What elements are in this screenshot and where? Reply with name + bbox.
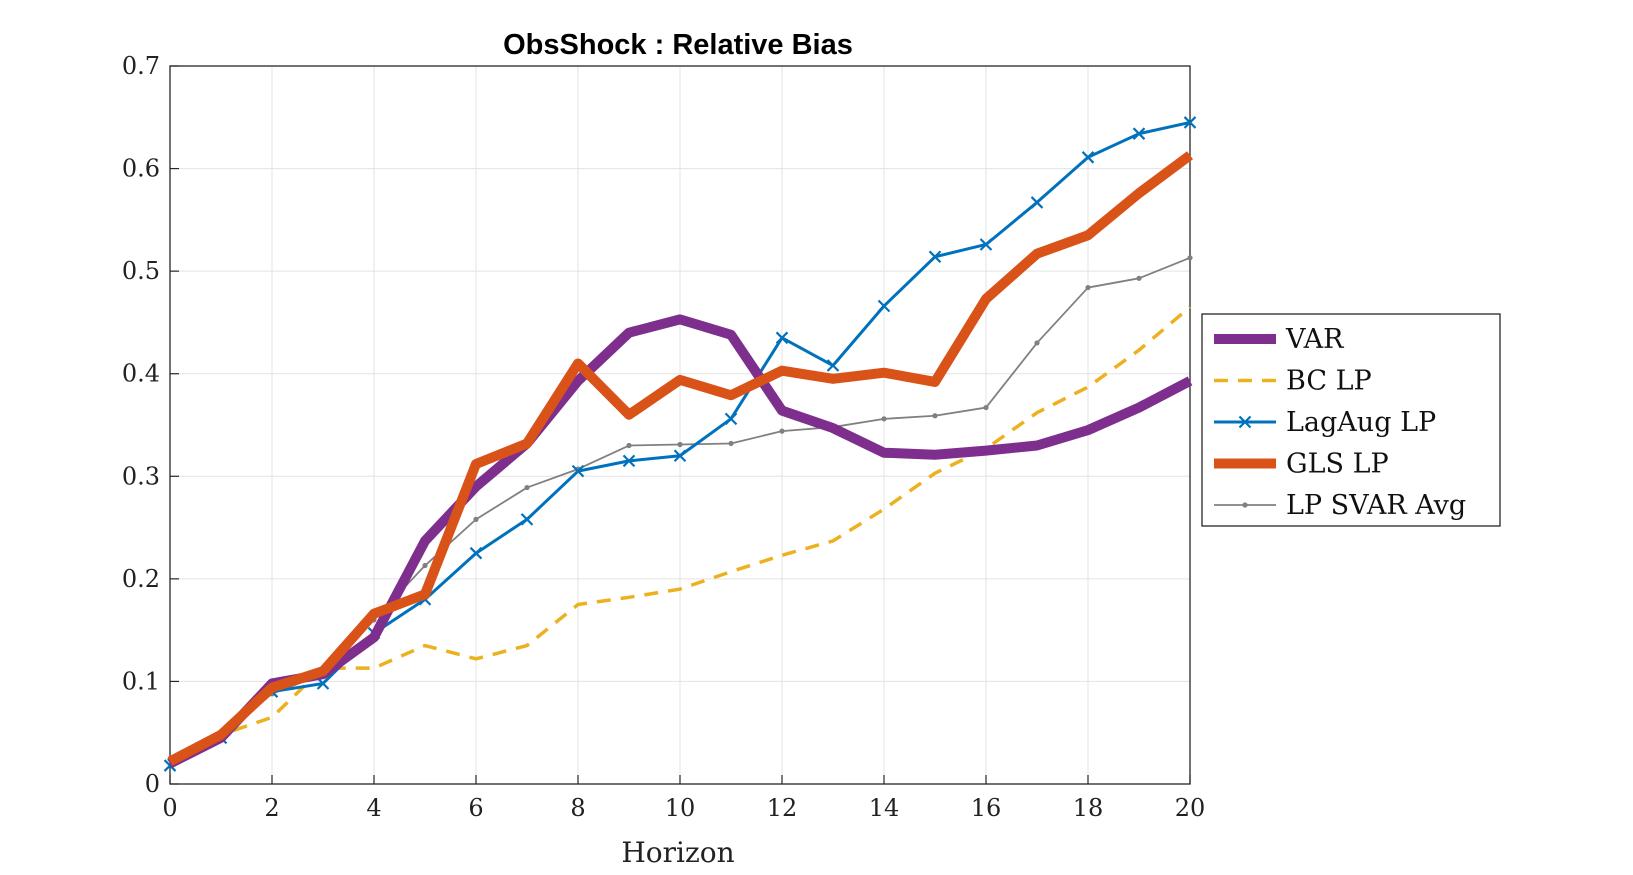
legend-label: VAR	[1285, 324, 1344, 355]
y-tick-label: 0	[145, 770, 160, 798]
series-line-gls-lp	[167, 151, 1193, 766]
legend-entry-var: VAR	[1214, 324, 1344, 355]
y-tick-label: 0.3	[122, 462, 160, 490]
data-point	[1030, 196, 1044, 209]
data-point	[1034, 340, 1040, 346]
x-tick-label: 12	[767, 794, 798, 822]
legend-entry-lagaug-lp: LagAug LP	[1214, 407, 1436, 438]
data-point	[1085, 284, 1091, 291]
legend-box	[1201, 313, 1501, 527]
legend-label: GLS LP	[1286, 449, 1389, 480]
series-gls-lp	[167, 151, 1193, 766]
data-point	[473, 516, 479, 522]
x-tick-label: 2	[264, 794, 279, 822]
data-point	[626, 442, 632, 449]
legend-entry-bc-lp: BC LP	[1214, 366, 1372, 397]
legend: VAR BC LP LagAug LP GLS LP LP SVAR Avg	[1201, 313, 1501, 527]
y-tick-label: 0.2	[122, 565, 160, 593]
data-point	[1081, 151, 1095, 164]
y-axis: 0 0.1 0.2 0.3 0.4 0.5 0.6 0.7	[122, 52, 179, 798]
chart-title: ObsShock : Relative Bias	[503, 29, 853, 61]
data-point	[932, 413, 938, 419]
x-axis-label: Horizon	[621, 836, 734, 869]
y-tick-label: 0.4	[122, 360, 160, 388]
legend-label: BC LP	[1286, 366, 1372, 397]
data-point	[673, 449, 687, 463]
y-tick-label: 0.7	[122, 52, 160, 80]
data-point	[779, 428, 785, 434]
legend-entry-lp-svar-avg: LP SVAR Avg	[1214, 490, 1466, 521]
data-point	[983, 404, 989, 411]
x-tick-label: 8	[570, 794, 585, 822]
data-point	[877, 299, 891, 313]
legend-label: LP SVAR Avg	[1286, 490, 1466, 521]
data-point	[1136, 275, 1142, 281]
data-point	[928, 250, 942, 264]
y-tick-label: 0.6	[122, 155, 160, 183]
x-tick-label: 18	[1073, 794, 1104, 822]
series-var	[167, 314, 1193, 768]
x-tick-label: 0	[162, 794, 177, 822]
data-point	[1132, 127, 1146, 140]
data-point	[775, 331, 789, 345]
x-tick-label: 16	[971, 794, 1002, 822]
data-point	[571, 464, 585, 478]
data-point	[1187, 255, 1193, 261]
x-axis: 0 2 4 6 8 10 12 14 16 18 20	[162, 775, 1205, 822]
legend-label: LagAug LP	[1286, 407, 1436, 438]
y-tick-label: 0.5	[122, 257, 160, 285]
legend-marker	[1238, 415, 1252, 429]
legend-entry-gls-lp: GLS LP	[1214, 449, 1389, 480]
data-point	[728, 440, 734, 447]
data-point	[979, 238, 993, 251]
series-line-var	[167, 314, 1193, 768]
x-tick-label: 4	[366, 794, 381, 822]
x-tick-label: 6	[468, 794, 483, 822]
legend-marker	[1242, 502, 1248, 508]
data-point	[826, 359, 840, 372]
data-point	[622, 454, 636, 468]
x-tick-label: 20	[1175, 794, 1206, 822]
data-point	[469, 546, 483, 560]
data-point	[520, 513, 534, 526]
data-point	[677, 441, 683, 448]
data-point	[724, 412, 738, 426]
data-point	[422, 562, 428, 569]
data-point	[1183, 116, 1197, 129]
x-tick-label: 10	[665, 794, 696, 822]
data-point	[881, 416, 887, 422]
data-point	[524, 484, 530, 491]
x-tick-label: 14	[869, 794, 900, 822]
y-tick-label: 0.1	[122, 667, 160, 695]
series-group	[163, 116, 1197, 772]
